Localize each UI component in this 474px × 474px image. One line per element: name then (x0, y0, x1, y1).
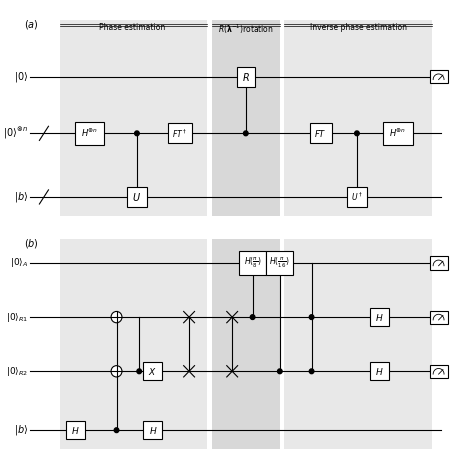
Circle shape (355, 131, 359, 136)
Text: Phase estimation: Phase estimation (99, 23, 165, 32)
Text: $|b\rangle$: $|b\rangle$ (14, 423, 28, 437)
Text: $H$: $H$ (72, 425, 80, 436)
Bar (429, 365, 447, 378)
Text: $(b)$: $(b)$ (24, 237, 38, 250)
Bar (284, 20, 432, 216)
Circle shape (114, 428, 119, 433)
Text: $|0\rangle^{\otimes n}$: $|0\rangle^{\otimes n}$ (3, 126, 28, 141)
Text: $|0\rangle$: $|0\rangle$ (14, 70, 28, 84)
Bar (60, 239, 207, 449)
Bar (212, 20, 280, 216)
Bar (167, 123, 192, 143)
Bar (370, 308, 389, 326)
Bar (346, 187, 367, 207)
Bar (143, 362, 162, 380)
Bar (310, 123, 331, 143)
Text: $H(\frac{\pi}{16})$: $H(\frac{\pi}{16})$ (269, 255, 290, 270)
Bar (429, 70, 447, 83)
Bar (429, 310, 447, 324)
Bar (370, 362, 389, 380)
Circle shape (135, 131, 139, 136)
Bar (74, 122, 104, 145)
Text: $|b\rangle$: $|b\rangle$ (14, 190, 28, 204)
Text: $H^{\otimes n}$: $H^{\otimes n}$ (81, 128, 98, 139)
Circle shape (310, 369, 314, 374)
Bar (60, 20, 207, 216)
Text: $H^{\otimes n}$: $H^{\otimes n}$ (389, 128, 406, 139)
Text: $H$: $H$ (375, 311, 384, 323)
Text: $H$: $H$ (375, 366, 384, 377)
Text: $|0\rangle_{R2}$: $|0\rangle_{R2}$ (6, 365, 28, 378)
Circle shape (137, 369, 141, 374)
Text: $FT^\dagger$: $FT^\dagger$ (173, 127, 188, 139)
Bar (143, 421, 162, 439)
Circle shape (250, 315, 255, 319)
Bar (266, 251, 293, 275)
Bar (127, 187, 147, 207)
Circle shape (310, 315, 314, 319)
Circle shape (111, 365, 122, 377)
Text: $R$: $R$ (242, 71, 250, 83)
Bar (66, 421, 85, 439)
Text: $H(\frac{\pi}{8})$: $H(\frac{\pi}{8})$ (244, 255, 261, 270)
Text: $H$: $H$ (148, 425, 157, 436)
Bar (284, 239, 432, 449)
Bar (429, 256, 447, 270)
Text: $|0\rangle_{R1}$: $|0\rangle_{R1}$ (6, 310, 28, 324)
Text: $FT$: $FT$ (314, 128, 327, 139)
Text: $|0\rangle_A$: $|0\rangle_A$ (10, 256, 28, 269)
Bar (383, 122, 412, 145)
Circle shape (278, 369, 282, 374)
Bar (237, 67, 255, 87)
Text: $X$: $X$ (148, 366, 157, 377)
Bar (212, 239, 280, 449)
Circle shape (244, 131, 248, 136)
Circle shape (111, 311, 122, 323)
Text: Inverse phase estimation: Inverse phase estimation (310, 23, 407, 32)
Bar (239, 251, 266, 275)
Text: $U$: $U$ (132, 191, 141, 203)
Text: $R(\mathbf{\lambda}^{-1})$rotation: $R(\mathbf{\lambda}^{-1})$rotation (218, 23, 273, 36)
Text: $U^\dagger$: $U^\dagger$ (351, 191, 363, 203)
Text: $(a)$: $(a)$ (24, 18, 38, 31)
